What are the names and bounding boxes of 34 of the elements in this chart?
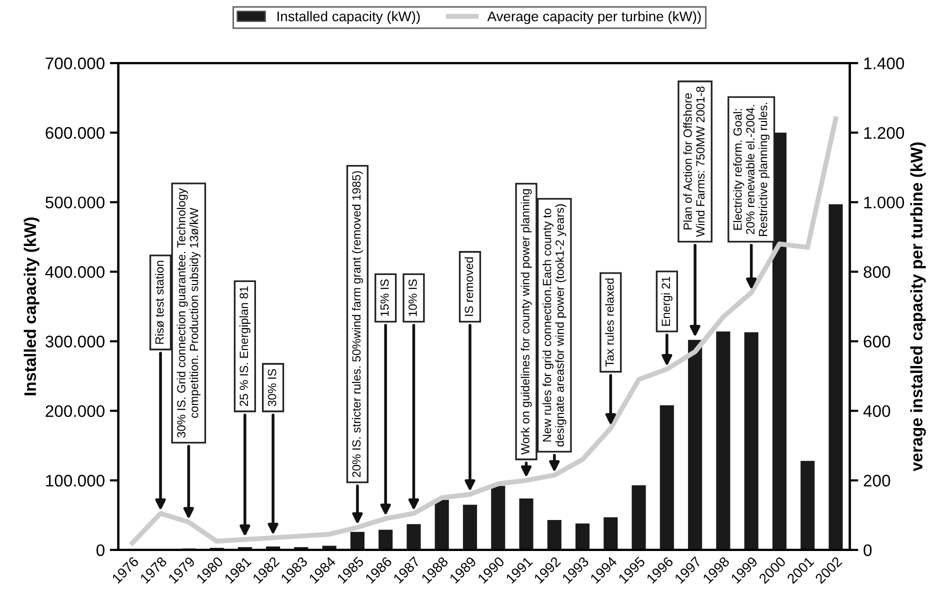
annotation: Risø test station <box>155 260 164 344</box>
legend-label: Installed capacity (kW)) <box>278 11 420 24</box>
annotation: 25 % IS. Energiplan 81 <box>239 286 250 406</box>
y2-tick-label: 600 <box>864 336 890 348</box>
y-tick-label: 600.000 <box>46 127 104 139</box>
y2-tick-label: 0 <box>864 544 872 556</box>
y2-tick-label: 400 <box>863 405 890 418</box>
annotation: 20% IS. stricter rules. 50%wind farm grant (removed 1985) <box>352 171 363 477</box>
annotation: 30% IS <box>268 369 276 406</box>
y-tick-label: 100.000 <box>46 474 104 487</box>
annotation: IS removed <box>464 257 474 316</box>
y2-tick-label: 800 <box>864 266 890 278</box>
y-tick-label: 200.000 <box>46 405 104 418</box>
annotation: 10% IS <box>408 279 417 316</box>
y-axis-title: Installed capacity (kW) <box>24 217 40 396</box>
y-tick-label: 400.000 <box>45 266 104 278</box>
y2-tick-label: 1.400 <box>864 58 904 70</box>
annotation: Tax rules relaxed <box>605 278 614 367</box>
annotation: 30% IS. Grid connection guarantee. Technology competition. Production subsidy 13ø/kW <box>176 188 201 438</box>
y2-tick-label: 1.000 <box>864 196 904 208</box>
annotation: Work on guidelines for county wind power planning <box>520 189 532 455</box>
legend-label: Average capacity per turbine (kW)) <box>487 11 701 24</box>
y-tick-label: 0 <box>96 544 104 556</box>
y2-axis-title: verage installed capacity per turbine (kW) <box>910 142 926 472</box>
y2-tick-label: 1.200 <box>864 127 904 139</box>
annotation: 15% IS <box>380 279 389 316</box>
y-tick-label: 700.000 <box>46 58 104 70</box>
y-tick-label: 500.000 <box>46 196 104 208</box>
y-tick-label: 300.000 <box>46 336 104 348</box>
annotation: New rules for grid connection.Each county to designate areasfor wind power (took1-2 years) <box>542 204 566 446</box>
y2-tick-label: 200 <box>864 474 890 487</box>
annotation: Plan of Action for Offshore Wind Farms: 750MW 2001-8 <box>683 86 705 237</box>
annotation: Energi 21 <box>661 276 672 326</box>
annotation: Electricity reform. Goal: 20% renewable el.-2004. Restrictive planning rules. <box>733 102 770 236</box>
